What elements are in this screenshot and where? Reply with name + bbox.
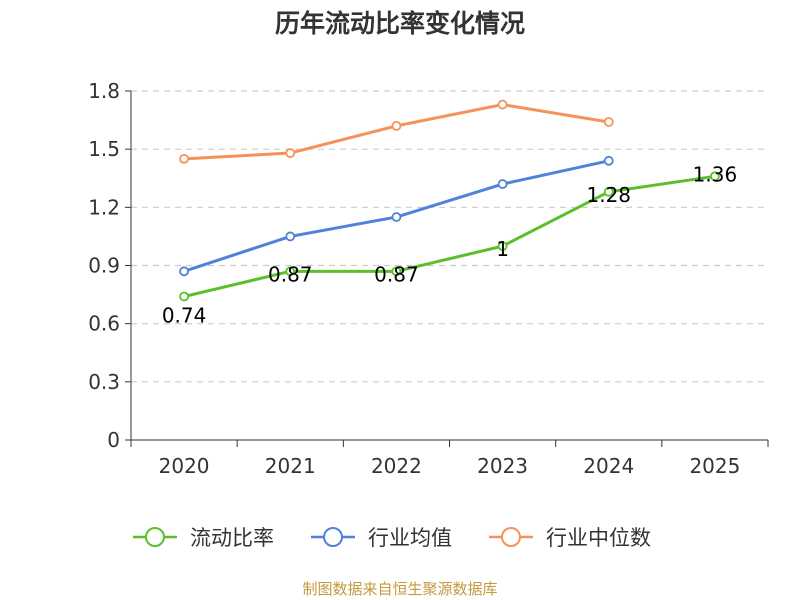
x-tick-label: 2021 [265,454,316,478]
data-label: 1 [496,237,509,261]
x-tick-label: 2020 [159,454,210,478]
data-point[interactable] [497,241,508,252]
data-label: 0.74 [162,304,207,328]
data-point[interactable] [391,266,402,277]
legend-label: 行业均值 [368,526,452,550]
axes: 0 0.3 0.6 0.9 1.2 1.5 1.8 2020 2021 2022 2023 2024 2… [88,79,769,478]
data-point[interactable] [497,99,508,110]
data-point[interactable] [603,155,614,166]
series-line [183,174,716,298]
y-tick-label: 1.8 [88,79,120,103]
x-tick-label: 2022 [371,454,422,478]
data-labels: 0.74 0.87 0.87 1 1.28 1.36 [162,162,737,327]
y-tick-label: 0 [107,428,120,452]
data-point[interactable] [603,117,614,127]
y-tick-label: 0.9 [88,254,120,278]
data-point[interactable] [391,121,402,131]
legend-marker [145,527,165,547]
x-tick-label: 2024 [583,454,634,478]
legend-label: 流动比率 [190,526,274,550]
x-tick-label: 2025 [689,454,740,478]
data-point[interactable] [603,186,614,197]
y-tick-label: 0.6 [88,312,120,336]
y-tick-label: 1.5 [88,137,120,161]
data-point[interactable] [285,148,296,158]
legend-marker [501,527,521,547]
source-note: 制图数据来自恒生聚源数据库 [302,580,497,598]
y-tick-label: 0.3 [88,370,120,394]
series-2 [179,99,614,164]
legend-marker [323,527,343,547]
data-point[interactable] [497,179,508,189]
legend[interactable]: 流动比率 行业均值 行业中位数 [133,526,651,550]
data-point[interactable] [179,153,189,164]
legend-item[interactable]: 行业中位数 [489,526,651,550]
data-label: 1.36 [693,162,738,186]
data-point[interactable] [391,212,402,222]
x-tick-label: 2023 [477,454,528,478]
data-point[interactable] [285,231,296,242]
series-0 [179,171,720,302]
chart-title: 历年流动比率变化情况 [275,9,525,38]
y-tick-label: 1.2 [88,195,120,219]
data-label: 1.28 [586,183,631,207]
legend-label: 行业中位数 [546,526,651,550]
series-line [184,103,609,161]
legend-item[interactable]: 行业均值 [311,526,452,550]
data-point[interactable] [710,171,720,182]
legend-item[interactable]: 流动比率 [133,526,274,550]
series-1 [179,155,614,277]
data-point[interactable] [285,266,296,277]
data-label: 0.87 [268,262,313,286]
data-point[interactable] [179,291,189,302]
series-group [179,99,720,302]
data-label: 0.87 [374,262,419,286]
data-point[interactable] [179,266,189,277]
gridlines [131,90,768,383]
